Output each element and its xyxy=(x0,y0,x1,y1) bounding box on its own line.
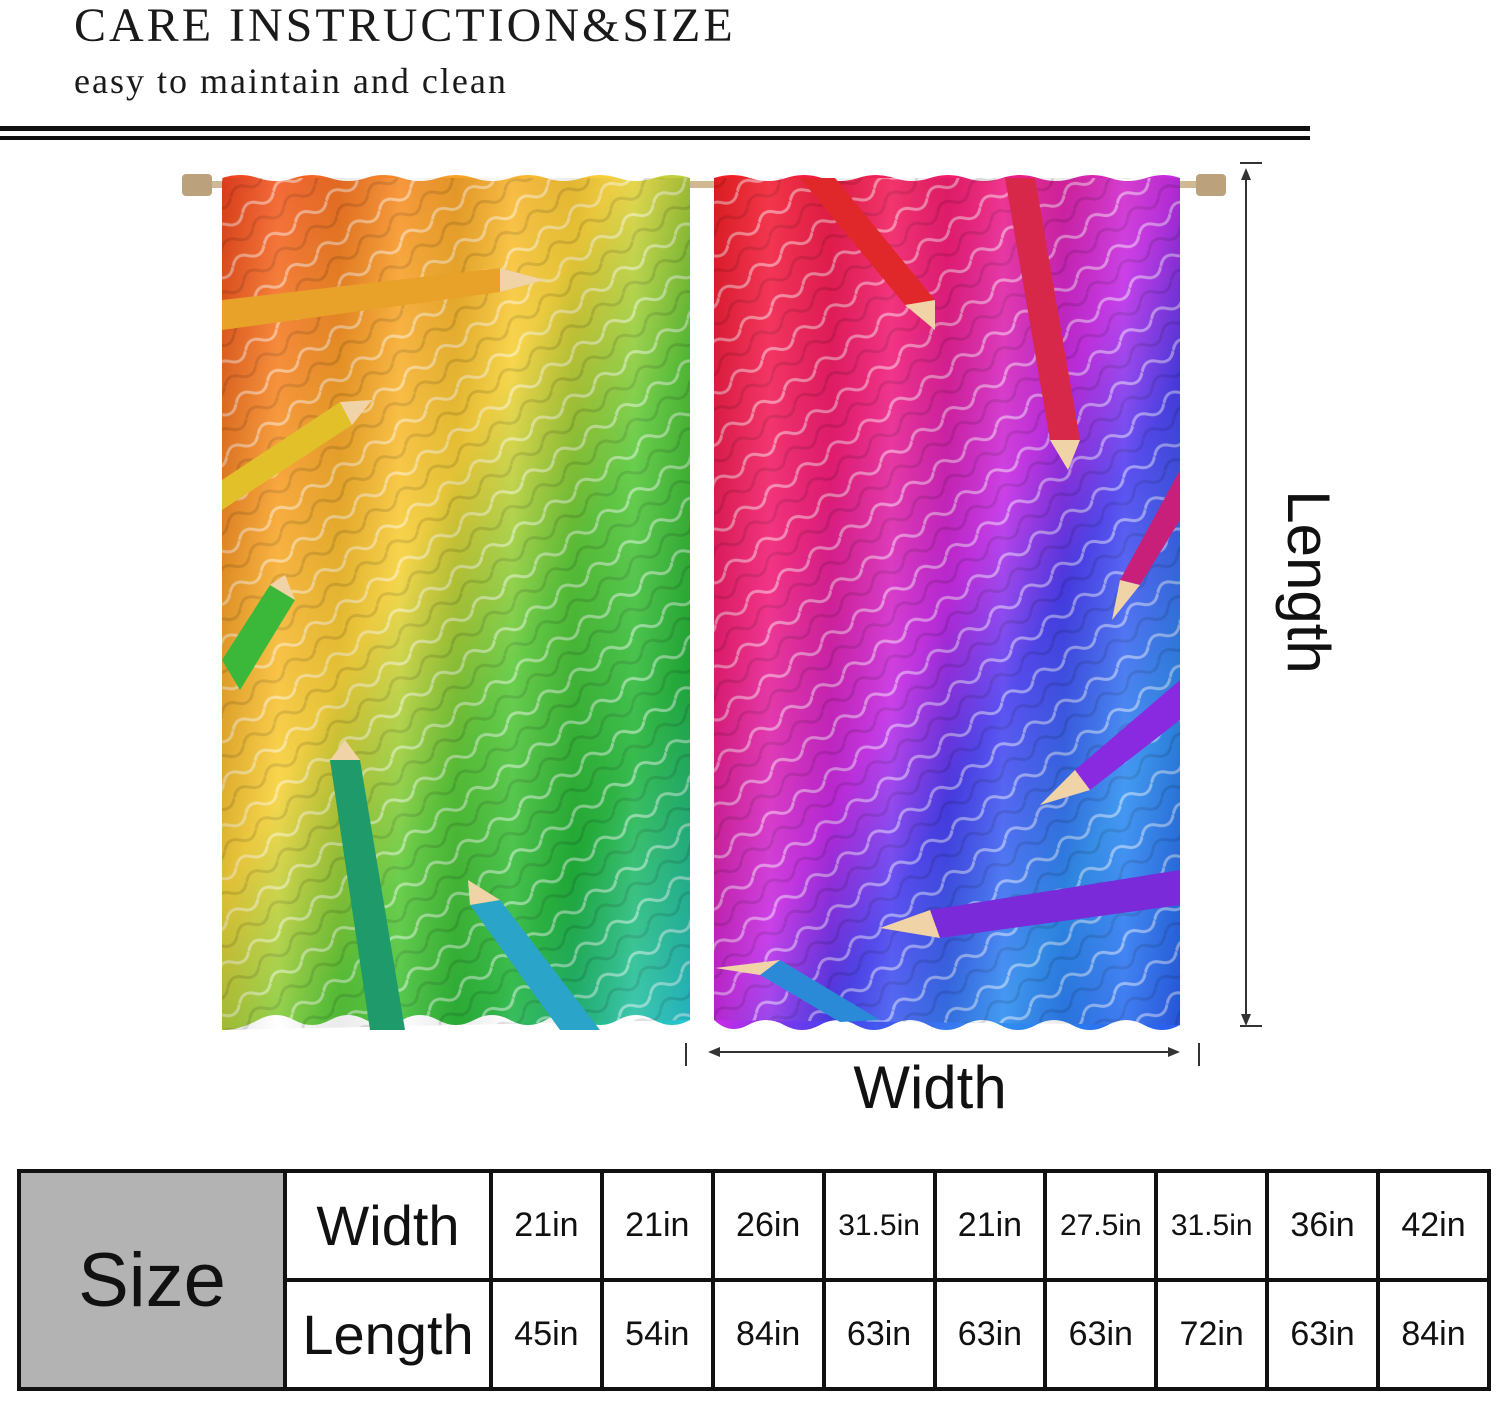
length-label: Length xyxy=(1275,490,1342,674)
width-cell: 27.5in xyxy=(1043,1169,1159,1282)
size-table: Size Width 21in 21in 26in 31.5in 21in 27… xyxy=(17,1169,1491,1391)
length-cell: 63in xyxy=(1043,1278,1159,1391)
length-cell: 84in xyxy=(710,1278,826,1391)
length-cell: 45in xyxy=(489,1278,604,1391)
row-label-width: Width xyxy=(283,1169,493,1282)
length-cell: 63in xyxy=(821,1278,937,1391)
width-cell: 36in xyxy=(1265,1169,1380,1282)
length-cell: 84in xyxy=(1376,1278,1491,1391)
length-cell: 63in xyxy=(1265,1278,1380,1391)
left-curtain-panel xyxy=(222,175,690,1030)
right-curtain-panel xyxy=(714,175,1180,1030)
header-divider-top xyxy=(0,126,1310,131)
width-cell: 42in xyxy=(1376,1169,1491,1282)
width-cell: 31.5in xyxy=(1154,1169,1270,1282)
width-cell: 21in xyxy=(489,1169,604,1282)
width-dimension xyxy=(685,1043,1200,1066)
length-cell: 72in xyxy=(1154,1278,1270,1391)
width-cell: 21in xyxy=(599,1169,715,1282)
page-subtitle: easy to maintain and clean xyxy=(74,61,508,101)
width-cell: 26in xyxy=(710,1169,826,1282)
width-cell: 31.5in xyxy=(821,1169,937,1282)
length-cell: 63in xyxy=(932,1278,1048,1391)
table-row-length: Length 45in 54in 84in 63in 63in 63in 72i… xyxy=(19,1278,1491,1391)
page-title: CARE INSTRUCTION&SIZE xyxy=(74,0,736,52)
length-dimension xyxy=(1240,162,1262,1027)
width-cell: 21in xyxy=(932,1169,1048,1282)
table-row-width: Size Width 21in 21in 26in 31.5in 21in 27… xyxy=(17,1169,1491,1391)
size-header-cell: Size xyxy=(17,1169,287,1391)
width-label: Width xyxy=(853,1054,1006,1121)
length-cell: 54in xyxy=(599,1278,715,1391)
header-divider-bottom xyxy=(0,136,1310,140)
row-label-length: Length xyxy=(283,1278,493,1391)
curtain-illustration: Length Width xyxy=(182,162,1342,1121)
